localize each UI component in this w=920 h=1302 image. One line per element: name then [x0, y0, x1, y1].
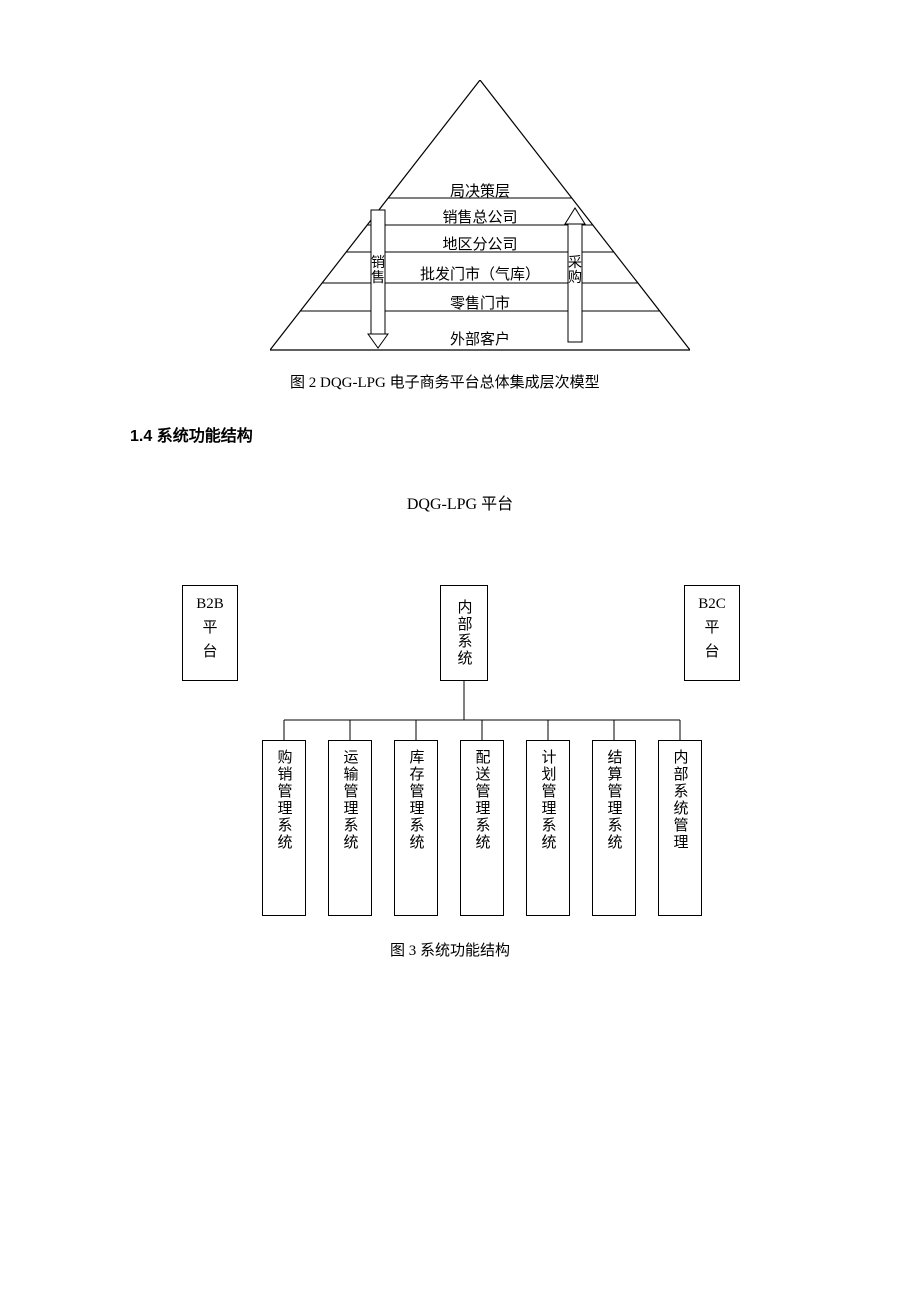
pyramid-side-left: 销售: [370, 256, 386, 287]
org-top-b2b-l2: 平: [202, 616, 217, 640]
pyramid-row-1: 销售总公司: [270, 206, 690, 227]
org-child-1: 运输管理系统: [328, 740, 372, 916]
org-top-b2c-l2: 平: [704, 616, 719, 640]
org-child-0: 购销管理系统: [262, 740, 306, 916]
org-top-b2b: B2B 平 台: [182, 585, 238, 681]
org-child-6: 内部系统管理: [658, 740, 702, 916]
org-child-4: 计划管理系统: [526, 740, 570, 916]
pyramid-row-4: 零售门市: [270, 292, 690, 313]
pyramid-diagram: 局决策层 销售总公司 地区分公司 批发门市（气库） 零售门市 外部客户 销售 采…: [270, 80, 690, 360]
org-chart: DQG-LPG 平台 B2B 平 台 内部系统 B2C 平 台 购销管理系统 运…: [130, 490, 790, 980]
org-top-b2c-l3: 台: [704, 640, 719, 664]
org-child-5: 结算管理系统: [592, 740, 636, 916]
pyramid-row-5: 外部客户: [270, 328, 690, 349]
pyramid-row-2: 地区分公司: [270, 233, 690, 254]
figure-2-caption: 图 2 DQG-LPG 电子商务平台总体集成层次模型: [290, 372, 610, 395]
pyramid-row-3: 批发门市（气库）: [270, 263, 690, 284]
pyramid-row-0: 局决策层: [270, 180, 690, 201]
section-heading-1-4: 1.4 系统功能结构: [130, 422, 253, 446]
org-top-b2c: B2C 平 台: [684, 585, 740, 681]
figure-3-caption: 图 3 系统功能结构: [390, 940, 540, 963]
org-child-2: 库存管理系统: [394, 740, 438, 916]
org-top-center: 内部系统: [440, 585, 488, 681]
pyramid-side-right: 采购: [567, 256, 583, 287]
org-top-b2b-l1: B2B: [196, 592, 224, 616]
org-top-b2b-l3: 台: [202, 640, 217, 664]
org-child-3: 配送管理系统: [460, 740, 504, 916]
org-top-b2c-l1: B2C: [698, 592, 726, 616]
